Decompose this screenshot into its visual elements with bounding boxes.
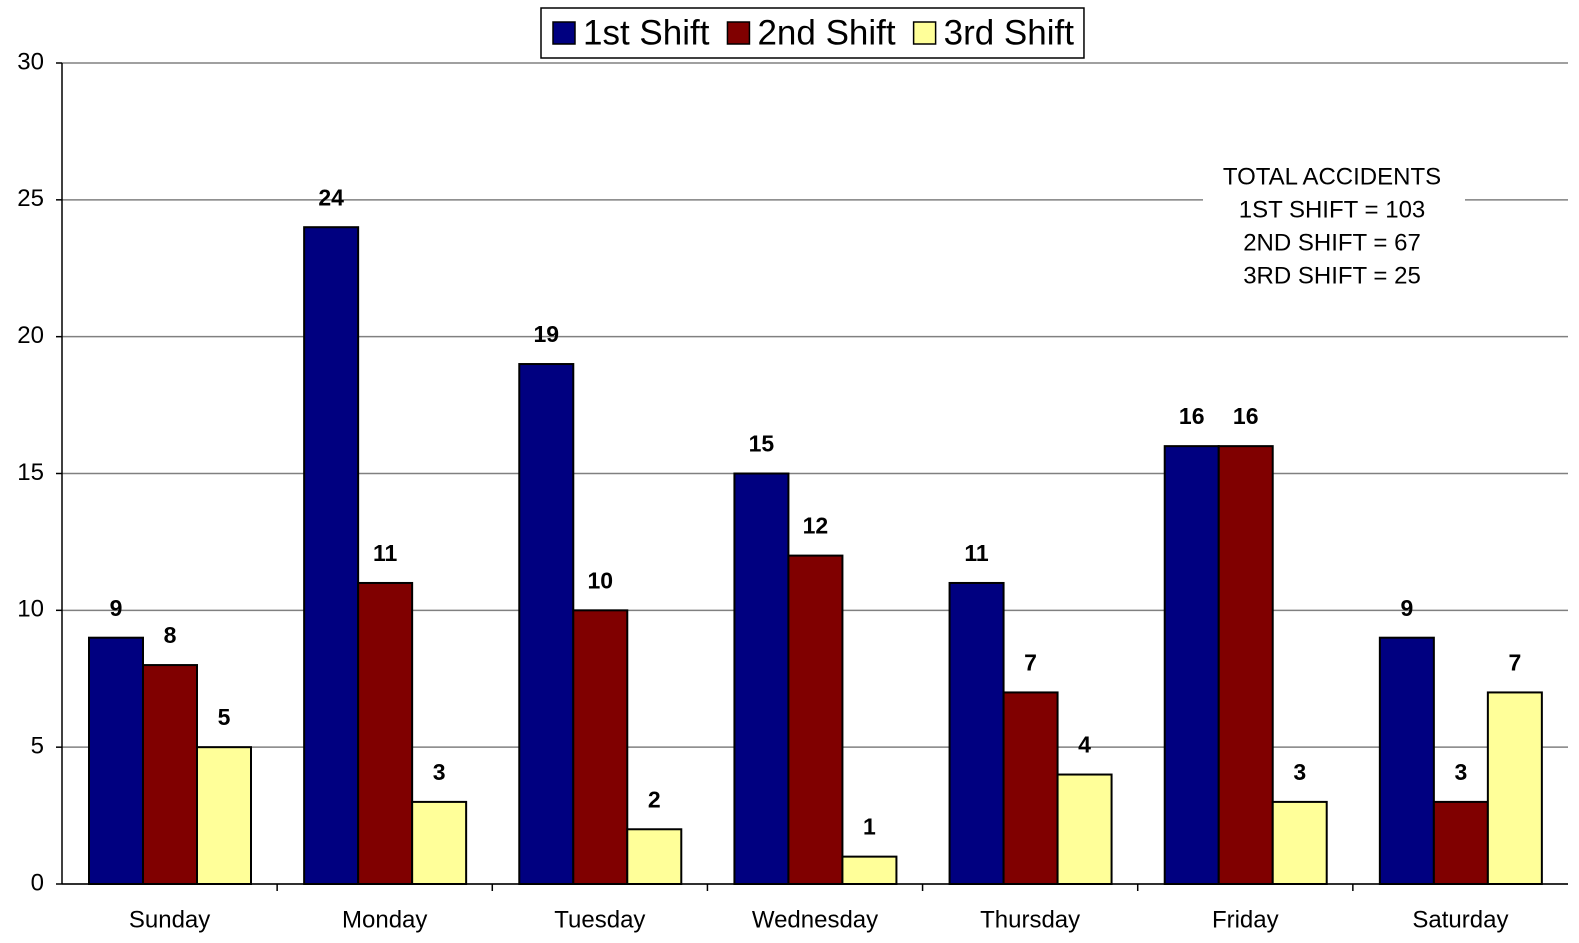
- bar: [1056, 773, 1113, 885]
- x-tick-label: Monday: [342, 906, 427, 933]
- bar: [733, 472, 790, 885]
- x-tick-label: Tuesday: [554, 906, 645, 933]
- bar: [1217, 445, 1274, 885]
- y-tick-label: 0: [31, 869, 44, 896]
- x-tick-label: Sunday: [129, 906, 210, 933]
- bar: [303, 226, 360, 885]
- value-label: 3: [1293, 759, 1306, 785]
- bar: [518, 363, 575, 885]
- x-tick-label: Thursday: [980, 906, 1080, 933]
- bar: [1432, 800, 1489, 886]
- value-label: 3: [433, 759, 446, 785]
- value-label: 9: [110, 595, 123, 621]
- value-label: 3: [1454, 759, 1467, 785]
- bar: [1378, 636, 1435, 886]
- value-label: 10: [587, 567, 613, 593]
- value-label: 16: [1179, 403, 1205, 429]
- legend-label: 3rd Shift: [944, 13, 1075, 52]
- bar: [1002, 691, 1059, 886]
- x-tick-label: Friday: [1212, 906, 1279, 933]
- bar: [196, 746, 252, 886]
- bar: [787, 554, 844, 885]
- y-tick-label: 5: [31, 733, 44, 760]
- value-label: 16: [1233, 403, 1259, 429]
- value-label: 19: [533, 321, 559, 347]
- annotation-bg: [1203, 158, 1465, 294]
- value-label: 12: [803, 513, 829, 539]
- legend-label: 2nd Shift: [757, 13, 895, 52]
- legend-swatch: [726, 21, 751, 45]
- value-label: 7: [1508, 650, 1521, 676]
- legend-swatch: [912, 21, 937, 45]
- annotation: 3RD SHIFT = 25: [1243, 262, 1421, 289]
- bar: [1486, 691, 1543, 886]
- value-label: 11: [964, 540, 989, 566]
- bar: [142, 664, 198, 885]
- y-tick-label: 15: [17, 459, 44, 486]
- y-tick-label: 30: [17, 48, 44, 75]
- bar: [411, 800, 468, 886]
- value-label: 5: [218, 704, 231, 730]
- legend-label: 1st Shift: [583, 13, 710, 52]
- value-label: 7: [1024, 650, 1037, 676]
- bar: [572, 609, 629, 885]
- value-label: 2: [648, 786, 661, 812]
- value-label: 1: [863, 814, 876, 840]
- annotation: 1ST SHIFT = 103: [1239, 196, 1426, 223]
- y-tick-label: 25: [17, 185, 44, 212]
- bar: [1163, 445, 1220, 885]
- x-tick-label: Wednesday: [752, 906, 878, 933]
- bar: [948, 581, 1005, 885]
- legend-box: [540, 7, 1085, 59]
- value-label: 8: [164, 622, 177, 648]
- x-tick-label: Saturday: [1412, 906, 1508, 933]
- value-label: 4: [1078, 732, 1091, 758]
- bar: [626, 828, 683, 885]
- annotation: TOTAL ACCIDENTS: [1223, 163, 1441, 190]
- legend-swatch: [552, 21, 576, 45]
- value-label: 9: [1400, 595, 1413, 621]
- bar: [1271, 800, 1328, 886]
- value-label: 11: [373, 540, 398, 566]
- value-label: 24: [318, 184, 344, 210]
- bar: [357, 581, 414, 885]
- bar: [841, 855, 898, 886]
- y-tick-label: 20: [17, 322, 44, 349]
- value-label: 15: [749, 431, 775, 457]
- y-tick-label: 10: [17, 596, 44, 623]
- annotation: 2ND SHIFT = 67: [1243, 229, 1421, 256]
- bar: [88, 636, 144, 886]
